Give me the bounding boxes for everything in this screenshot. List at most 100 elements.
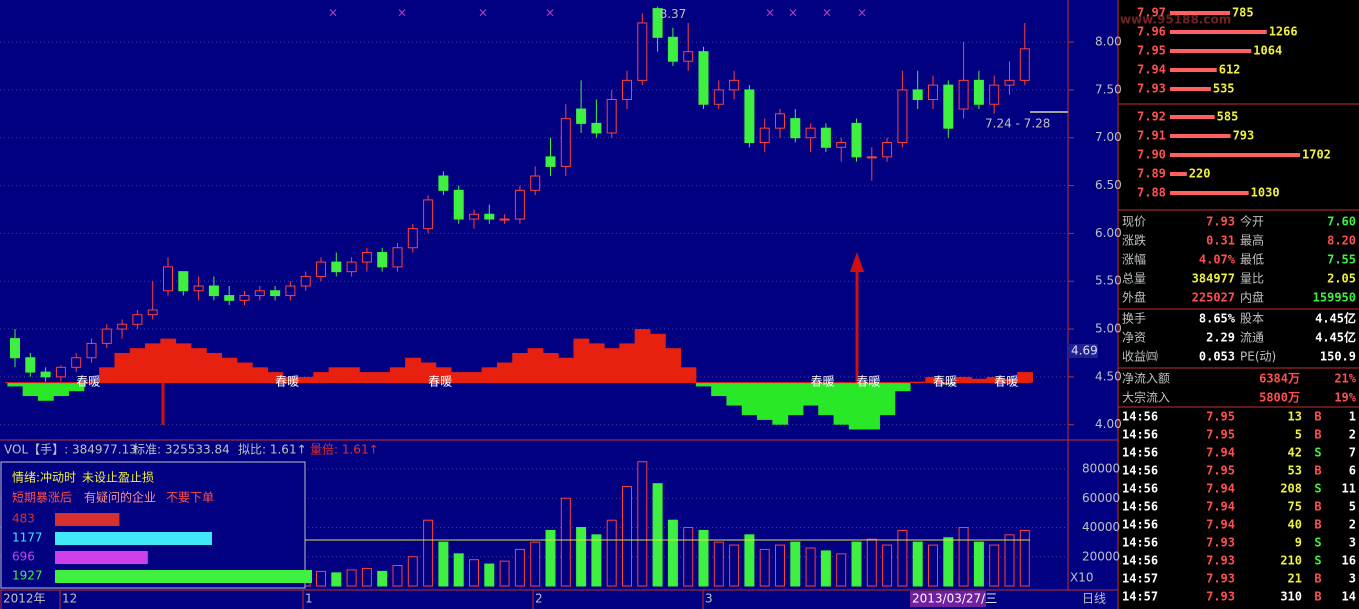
- tick-count: 7: [1349, 446, 1356, 460]
- oscillator-bar: [573, 338, 590, 383]
- volume-bar: [989, 544, 1000, 587]
- oscillator-bar: [833, 382, 850, 425]
- book-bar: [1170, 68, 1217, 72]
- candle-body: [101, 328, 112, 344]
- oscillator-bar: [757, 382, 773, 420]
- vol-tick-label: 20000: [1082, 549, 1120, 563]
- oscillator-bar: [389, 367, 406, 383]
- volume-bar: [652, 483, 663, 587]
- top-markers: × × × × × × × ×: [328, 6, 867, 20]
- volume-bar: [759, 548, 770, 587]
- candle-body: [316, 261, 326, 277]
- oscillator-bar: [971, 378, 988, 383]
- candle-body: [132, 314, 143, 325]
- info-line: 有疑问的企业: [84, 490, 156, 505]
- oscillator-bar: [313, 372, 330, 383]
- svg-text:×: ×: [788, 6, 798, 20]
- signal-label: 春暖: [275, 375, 299, 389]
- x-tick-label: 2: [535, 592, 543, 606]
- oscillator-bar: [802, 382, 819, 406]
- oscillator-bar: [512, 352, 529, 383]
- quote-label: 收益㈣: [1122, 350, 1158, 364]
- candle-body: [606, 98, 617, 134]
- tick-price: 7.95: [1206, 428, 1235, 442]
- book-volume: 1702: [1302, 148, 1331, 162]
- volume-bar: [377, 570, 388, 587]
- tick-side: B: [1314, 572, 1321, 586]
- svg-text:×: ×: [397, 6, 407, 20]
- x-tick-label: 12: [62, 592, 77, 606]
- book-bar: [1170, 87, 1211, 91]
- volume-bar: [453, 553, 464, 587]
- volume-bar: [866, 538, 877, 587]
- candle-body: [576, 108, 587, 124]
- volume-bar: [897, 529, 908, 587]
- tick-time: 14:57: [1122, 572, 1158, 586]
- volume-bar: [331, 572, 342, 587]
- date-box: [910, 591, 986, 607]
- candle-body: [71, 357, 82, 368]
- info-bar: [55, 551, 148, 564]
- tick-count: 14: [1342, 590, 1356, 604]
- osc-label-box: [1068, 344, 1098, 358]
- candle-body: [683, 51, 694, 62]
- oscillator-bar: [420, 362, 437, 383]
- svg-text:×: ×: [328, 6, 338, 20]
- oscillator-bar: [619, 343, 636, 383]
- oscillator-bar: [190, 348, 207, 383]
- tick-price: 7.94: [1206, 518, 1235, 532]
- volume-bar: [973, 541, 984, 587]
- book-price: 7.97: [1137, 6, 1166, 20]
- quote-label: 内盘: [1240, 290, 1264, 305]
- tick-price: 7.94: [1206, 500, 1235, 514]
- oscillator-bar: [175, 343, 192, 383]
- candle-body: [117, 323, 128, 330]
- tick-side: S: [1314, 554, 1321, 568]
- tick-side: S: [1314, 536, 1321, 550]
- candle-body: [1004, 79, 1015, 86]
- candle-body: [331, 261, 342, 273]
- volume-bar: [1019, 529, 1030, 587]
- quote-value: 150.9: [1320, 350, 1356, 364]
- svg-text:×: ×: [765, 6, 775, 20]
- tick-price: 7.93: [1206, 554, 1235, 568]
- x-tick-label: 3: [705, 592, 713, 606]
- book-price: 7.91: [1137, 129, 1166, 143]
- candle-body: [208, 285, 219, 297]
- tick-volume: 210: [1280, 554, 1302, 568]
- candle-body: [667, 36, 678, 62]
- book-price: 7.95: [1137, 44, 1166, 58]
- candle-body: [943, 84, 954, 129]
- candle-body: [193, 285, 204, 292]
- quote-value: 7.93: [1206, 215, 1235, 229]
- book-bar: [1170, 134, 1231, 138]
- volume-bar: [713, 541, 724, 587]
- volume-bar: [530, 541, 541, 587]
- y-tick-label: 7.00: [1095, 130, 1122, 144]
- svg-text:×: ×: [822, 6, 832, 20]
- volume-bar: [361, 567, 372, 587]
- oscillator-bar: [114, 352, 131, 383]
- volume-bar: [744, 534, 755, 587]
- candle-body: [652, 8, 663, 38]
- candle-body: [713, 89, 724, 105]
- oscillator-bar: [925, 376, 942, 383]
- volume-bar: [514, 548, 525, 587]
- x-tick-label: 2012年: [3, 592, 46, 606]
- volume-bar: [729, 544, 740, 587]
- quote-value: 7.55: [1327, 253, 1356, 267]
- book-volume: 1064: [1253, 44, 1282, 58]
- volume-bar: [836, 553, 847, 587]
- volume-bar: [316, 570, 326, 587]
- candle-body: [270, 290, 281, 297]
- y-tick-label: 6.50: [1095, 178, 1122, 192]
- oscillator-bar: [129, 348, 146, 383]
- oscillator-bar: [604, 348, 620, 383]
- quote-value: 7.60: [1327, 215, 1356, 229]
- quote-label: 股本: [1240, 312, 1264, 326]
- quote-value: 0.31: [1206, 234, 1235, 248]
- book-volume: 1030: [1251, 186, 1280, 200]
- book-bar: [1170, 30, 1267, 34]
- tick-count: 3: [1349, 536, 1356, 550]
- tick-price: 7.93: [1206, 536, 1235, 550]
